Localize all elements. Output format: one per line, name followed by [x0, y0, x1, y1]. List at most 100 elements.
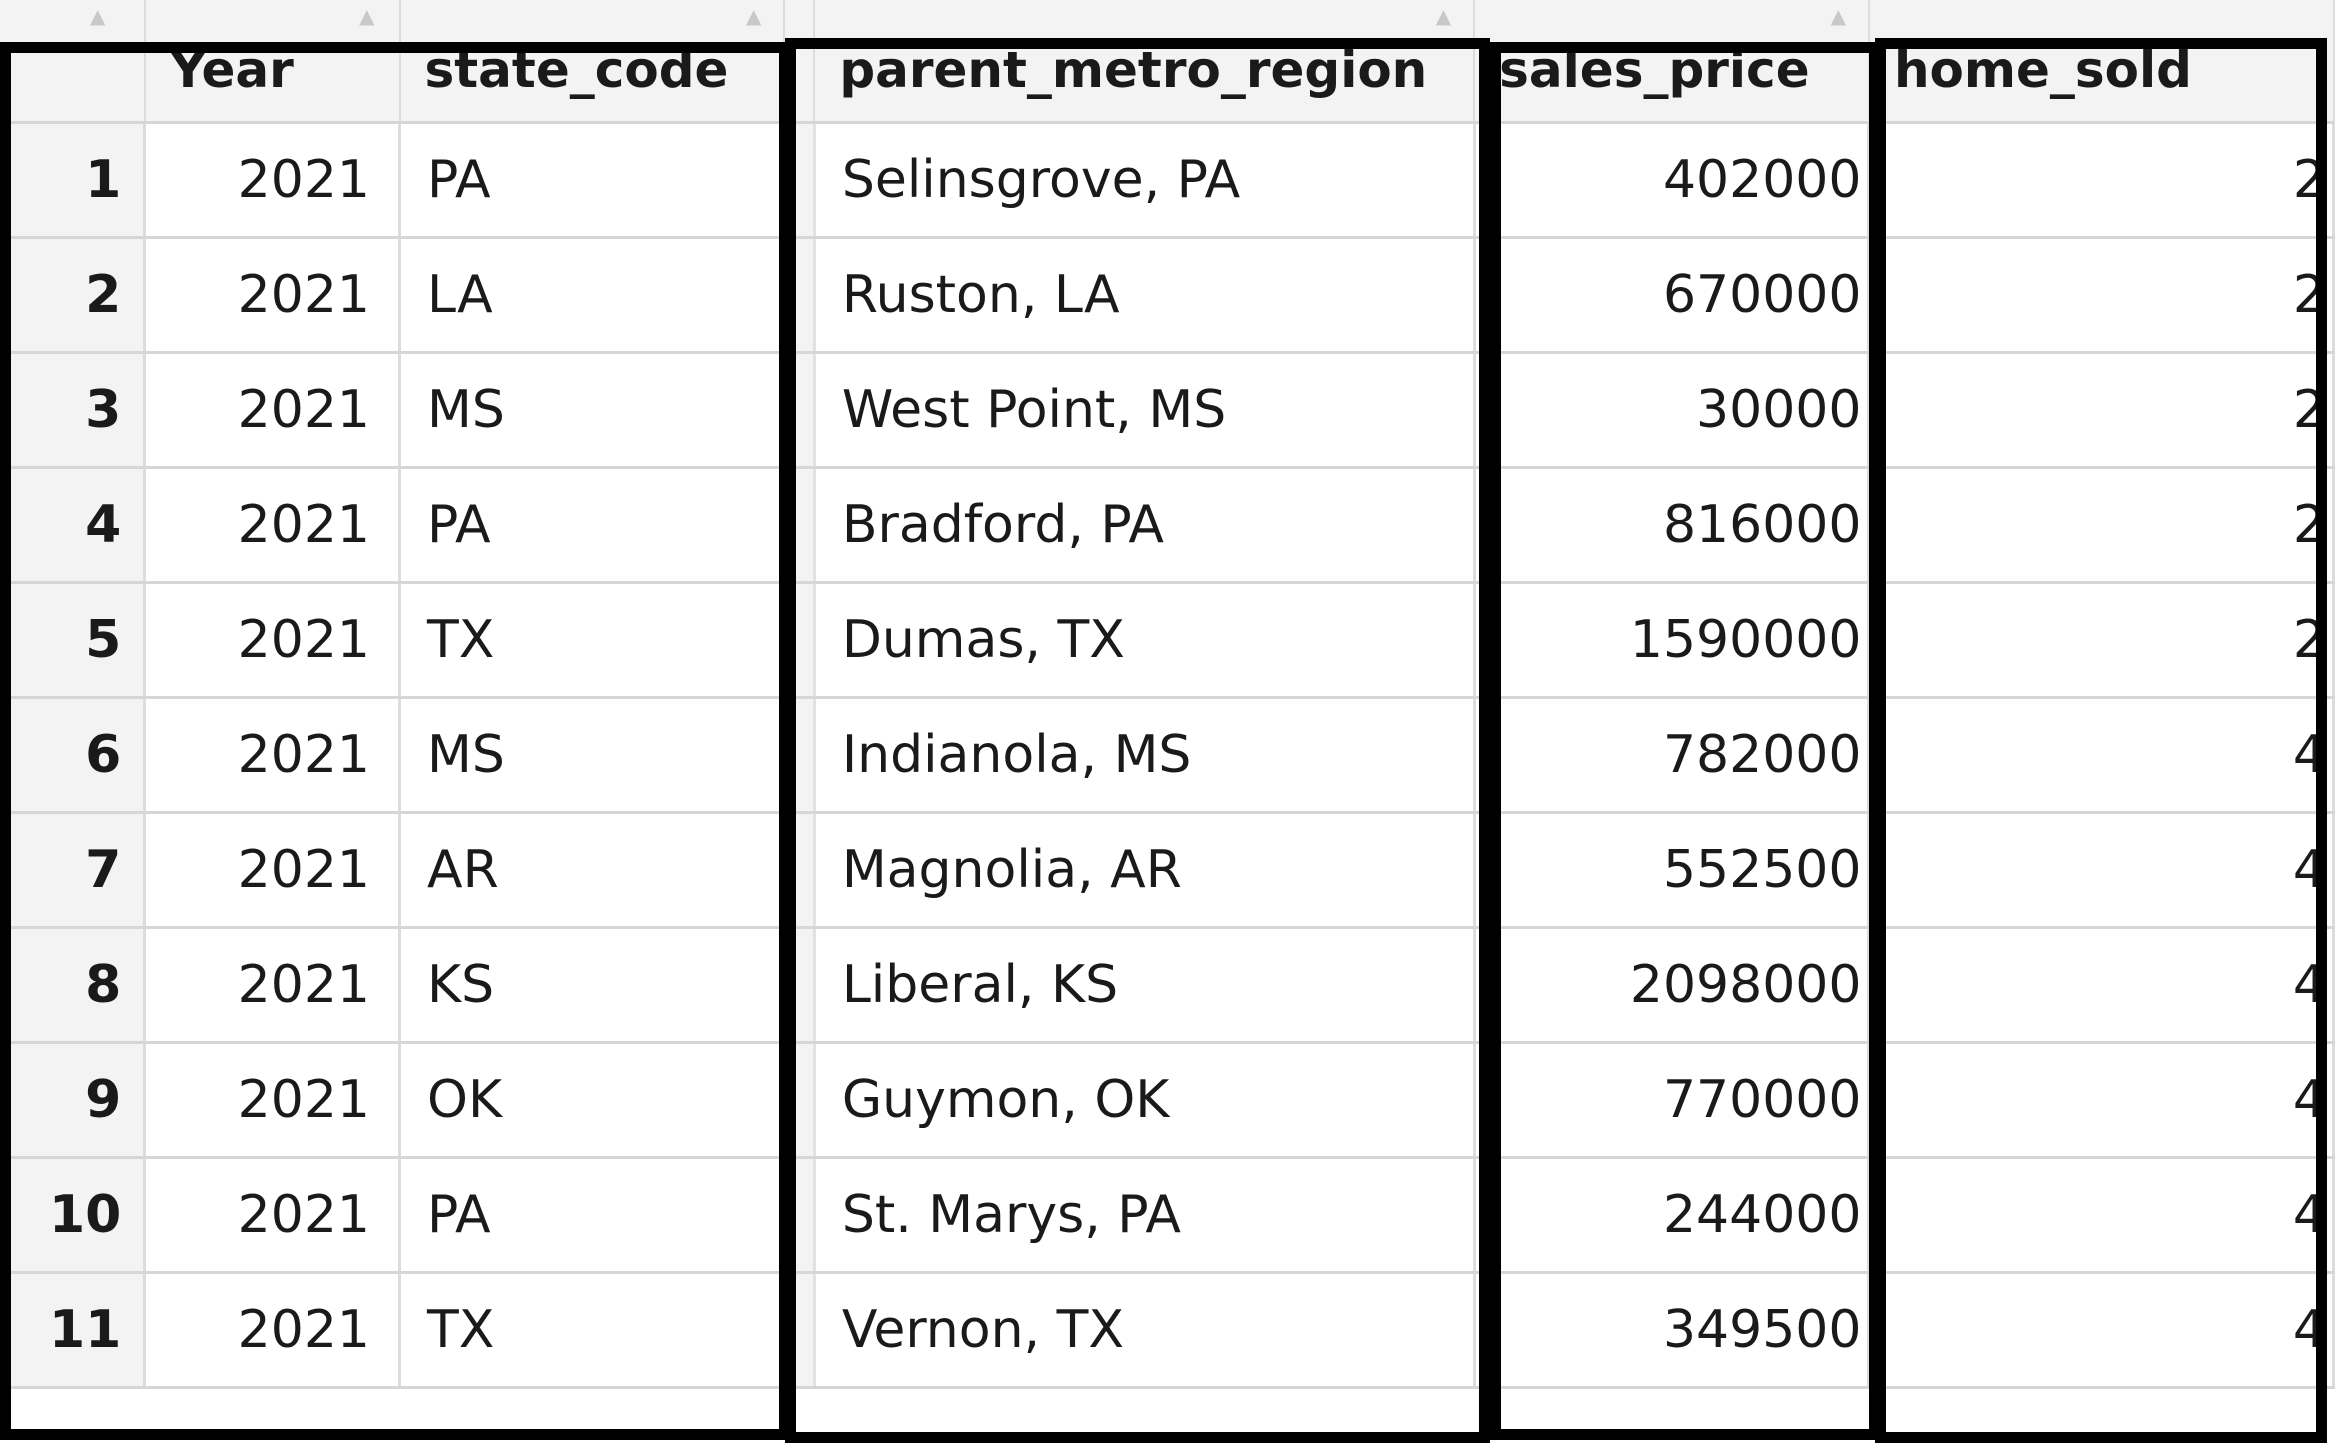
column-header-year[interactable]: Year ▲	[144, 0, 401, 124]
column-gap	[784, 122, 816, 239]
column-header-label: state_code	[424, 40, 729, 99]
column-header-home-sold[interactable]: home_sold	[1868, 0, 2335, 124]
row-index: 9	[0, 1042, 147, 1159]
cell-home-sold[interactable]: 2	[1868, 122, 2335, 239]
column-gap	[784, 812, 816, 929]
column-header-sales-price[interactable]: sales_price ▲	[1474, 0, 1870, 124]
cell-sales-price[interactable]: 670000	[1474, 237, 1871, 354]
column-header-state-code[interactable]: state_code ▲	[399, 0, 786, 124]
row-index: 2	[0, 237, 147, 354]
table-row[interactable]: 2 2021 LA Ruston, LA 670000 2	[0, 237, 2335, 354]
header-row: ▲ Year ▲ state_code ▲ parent_metro_regio…	[0, 0, 2335, 124]
cell-sales-price[interactable]: 782000	[1474, 697, 1871, 814]
cell-parent-metro-region[interactable]: Vernon, TX	[814, 1272, 1476, 1389]
cell-parent-metro-region[interactable]: Guymon, OK	[814, 1042, 1476, 1159]
column-gap	[784, 697, 816, 814]
cell-sales-price[interactable]: 770000	[1474, 1042, 1871, 1159]
column-gap	[784, 467, 816, 584]
cell-year[interactable]: 2021	[144, 1272, 402, 1389]
column-gap	[784, 0, 816, 124]
cell-parent-metro-region[interactable]: West Point, MS	[814, 352, 1476, 469]
sort-arrows-icon[interactable]: ▲	[1435, 4, 1452, 28]
table-row[interactable]: 10 2021 PA St. Marys, PA 244000 4	[0, 1157, 2335, 1274]
cell-state-code[interactable]: KS	[399, 927, 786, 1044]
cell-year[interactable]: 2021	[144, 1042, 402, 1159]
cell-state-code[interactable]: TX	[399, 582, 786, 699]
column-gap	[784, 1157, 816, 1274]
cell-year[interactable]: 2021	[144, 1157, 402, 1274]
table-row[interactable]: 4 2021 PA Bradford, PA 816000 2	[0, 467, 2335, 584]
table-row[interactable]: 8 2021 KS Liberal, KS 2098000 4	[0, 927, 2335, 1044]
cell-home-sold[interactable]: 2	[1868, 237, 2335, 354]
sort-arrows-icon[interactable]: ▲	[745, 4, 762, 28]
table-row[interactable]: 7 2021 AR Magnolia, AR 552500 4	[0, 812, 2335, 929]
cell-year[interactable]: 2021	[144, 697, 402, 814]
cell-sales-price[interactable]: 349500	[1474, 1272, 1871, 1389]
cell-home-sold[interactable]: 4	[1868, 812, 2335, 929]
sort-arrows-icon[interactable]: ▲	[1830, 4, 1846, 28]
cell-sales-price[interactable]: 1590000	[1474, 582, 1871, 699]
cell-state-code[interactable]: TX	[399, 1272, 786, 1389]
cell-home-sold[interactable]: 4	[1868, 1157, 2335, 1274]
cell-parent-metro-region[interactable]: St. Marys, PA	[814, 1157, 1476, 1274]
table-row[interactable]: 9 2021 OK Guymon, OK 770000 4	[0, 1042, 2335, 1159]
cell-home-sold[interactable]: 4	[1868, 927, 2335, 1044]
column-gap	[784, 1272, 816, 1389]
column-header-label: home_sold	[1893, 40, 2192, 99]
column-gap	[784, 352, 816, 469]
column-header-index[interactable]: ▲	[0, 0, 146, 124]
cell-state-code[interactable]: PA	[399, 122, 786, 239]
column-header-label: parent_metro_region	[839, 40, 1428, 99]
cell-year[interactable]: 2021	[144, 237, 402, 354]
cell-state-code[interactable]: AR	[399, 812, 786, 929]
cell-year[interactable]: 2021	[144, 927, 402, 1044]
row-index: 4	[0, 467, 147, 584]
cell-state-code[interactable]: PA	[399, 467, 786, 584]
cell-state-code[interactable]: LA	[399, 237, 786, 354]
column-header-parent-metro-region[interactable]: parent_metro_region ▲	[814, 0, 1476, 124]
cell-home-sold[interactable]: 2	[1868, 467, 2335, 584]
cell-state-code[interactable]: MS	[399, 352, 786, 469]
cell-sales-price[interactable]: 816000	[1474, 467, 1871, 584]
cell-year[interactable]: 2021	[144, 352, 402, 469]
table-row[interactable]: 1 2021 PA Selinsgrove, PA 402000 2	[0, 122, 2335, 239]
cell-parent-metro-region[interactable]: Indianola, MS	[814, 697, 1476, 814]
table-row[interactable]: 3 2021 MS West Point, MS 30000 2	[0, 352, 2335, 469]
cell-parent-metro-region[interactable]: Magnolia, AR	[814, 812, 1476, 929]
cell-year[interactable]: 2021	[144, 467, 402, 584]
row-index: 7	[0, 812, 147, 929]
cell-home-sold[interactable]: 4	[1868, 1272, 2335, 1389]
cell-home-sold[interactable]: 4	[1868, 697, 2335, 814]
table-row[interactable]: 6 2021 MS Indianola, MS 782000 4	[0, 697, 2335, 814]
column-gap	[784, 927, 816, 1044]
sort-arrows-icon[interactable]: ▲	[90, 4, 106, 28]
cell-home-sold[interactable]: 2	[1868, 352, 2335, 469]
cell-home-sold[interactable]: 2	[1868, 582, 2335, 699]
column-header-label: Year	[169, 40, 294, 99]
row-index: 1	[0, 122, 147, 239]
cell-state-code[interactable]: MS	[399, 697, 786, 814]
column-gap	[784, 582, 816, 699]
row-index: 5	[0, 582, 147, 699]
cell-year[interactable]: 2021	[144, 582, 402, 699]
cell-home-sold[interactable]: 4	[1868, 1042, 2335, 1159]
cell-state-code[interactable]: PA	[399, 1157, 786, 1274]
cell-parent-metro-region[interactable]: Dumas, TX	[814, 582, 1476, 699]
cell-sales-price[interactable]: 2098000	[1474, 927, 1871, 1044]
cell-parent-metro-region[interactable]: Liberal, KS	[814, 927, 1476, 1044]
table-row[interactable]: 11 2021 TX Vernon, TX 349500 4	[0, 1272, 2335, 1389]
cell-parent-metro-region[interactable]: Ruston, LA	[814, 237, 1476, 354]
cell-sales-price[interactable]: 552500	[1474, 812, 1871, 929]
cell-year[interactable]: 2021	[144, 122, 402, 239]
cell-sales-price[interactable]: 402000	[1474, 122, 1871, 239]
cell-state-code[interactable]: OK	[399, 1042, 786, 1159]
row-index: 11	[0, 1272, 147, 1389]
table-row[interactable]: 5 2021 TX Dumas, TX 1590000 2	[0, 582, 2335, 699]
cell-sales-price[interactable]: 244000	[1474, 1157, 1871, 1274]
cell-parent-metro-region[interactable]: Bradford, PA	[814, 467, 1476, 584]
sort-arrows-icon[interactable]: ▲	[359, 4, 375, 28]
cell-sales-price[interactable]: 30000	[1474, 352, 1871, 469]
cell-parent-metro-region[interactable]: Selinsgrove, PA	[814, 122, 1476, 239]
cell-year[interactable]: 2021	[144, 812, 402, 929]
